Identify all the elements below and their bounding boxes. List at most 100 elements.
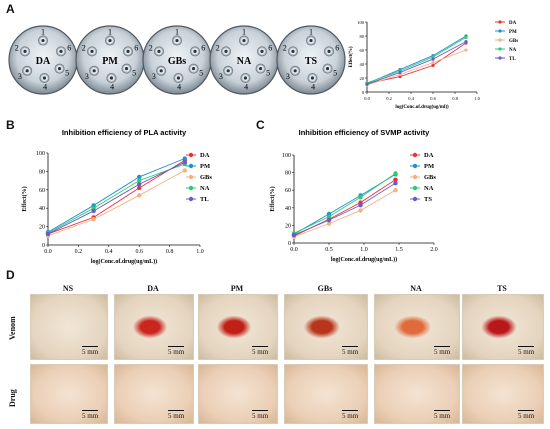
well-number: 5 [266,69,270,78]
tissue-grid: NS DA PM GBs NA TS Venom 5 mm 5 mm 5 mm 5 mm 5 mm 5 … [0,280,550,429]
well-number: 5 [132,69,136,78]
data-point [291,232,297,238]
plate-label: DA [36,56,51,67]
plate-label: PM [102,56,118,67]
series-line [293,173,396,234]
legend-marker [188,185,194,191]
chart-panel-a: 0 20 40 60 80 100 0.0 0.2 0.4 0.6 0.8 1.0 log(Conc.o… [349,20,518,110]
scale-bar: 5 mm [434,410,451,420]
legend-label: DA [509,21,517,26]
row-header: Drug [8,389,17,407]
x-tick-label: 0.0 [44,249,52,255]
well-number: 4 [43,82,47,91]
series-line [293,179,396,237]
well-number: 1 [309,28,313,37]
tissue-sample [462,294,544,360]
data-point [137,178,142,183]
well-number: 2 [15,43,19,52]
plate-label: TS [305,56,318,67]
tissue-sample [114,364,194,424]
x-tick-label: 0.4 [105,249,113,255]
well-hole [191,67,196,71]
series-line [47,159,186,235]
x-tick-label: 0.2 [75,249,83,255]
y-tick-label: 100 [36,151,45,157]
y-tick-label: 40 [39,206,45,212]
well-hole [291,49,295,53]
legend-marker [498,56,502,60]
tissue-sample [374,364,460,424]
legend-label: NA [424,185,434,192]
legend-label: PM [200,163,210,170]
data-point [393,177,398,182]
data-point [365,82,369,86]
data-point [393,188,398,193]
x-tick-label: 2.0 [430,247,438,253]
y-tick-label: 100 [282,153,291,159]
data-point [326,217,332,223]
y-tick-label: 0 [362,90,365,95]
well-number: 4 [244,82,248,91]
well-number: 5 [333,69,337,78]
legend-marker [412,174,418,180]
tissue-sample [462,364,544,424]
well-number: 6 [201,43,205,52]
legend-marker [498,47,502,51]
legend-marker [412,163,418,169]
x-tick-label: 0.0 [364,96,370,101]
plate-label: GBs [168,56,186,67]
well-number: 4 [110,82,114,91]
well-number: 2 [216,43,220,52]
panel-letter-c: C [256,118,265,132]
legend-label: PM [424,163,434,170]
tissue-sample [30,294,108,360]
column-header: GBs [317,284,333,293]
well-number: 3 [286,72,290,81]
data-point [137,182,142,187]
y-tick-label: 80 [360,34,365,39]
scale-bar: 5 mm [82,346,99,356]
well-hole [193,49,197,53]
well-hole [175,38,179,43]
y-axis-label: Effect(%) [21,186,28,211]
culture-plate: 1 2 3 4 5 6 DA [8,25,78,95]
well-hole [242,38,246,43]
series-line [47,170,186,237]
well-hole [157,49,161,53]
data-point [393,180,398,186]
legend-marker [412,196,418,202]
series-line [293,182,396,236]
x-tick-label: 0.8 [166,249,174,255]
well-hole [226,69,230,73]
legend-marker [498,29,502,33]
well-number: 2 [82,43,86,52]
y-tick-label: 60 [39,188,45,194]
y-tick-label: 60 [285,188,291,194]
well-hole [41,38,45,43]
culture-plate: 1 2 3 4 5 6 TS [276,25,346,95]
tissue-sample [284,294,368,360]
legend-marker [498,38,502,42]
data-point [91,208,96,214]
data-point [358,208,363,213]
x-tick-label: 1.0 [474,96,480,101]
legend-label: DA [200,152,210,159]
well-hole [59,49,63,53]
well-hole [126,49,130,53]
well-hole [310,76,315,80]
legend-marker [188,152,194,158]
series-line [366,37,467,84]
data-point [431,61,435,65]
well-hole [327,49,331,53]
chart-title: Inhibition efficiency of PLA activity [62,128,187,137]
scale-bar: 5 mm [82,410,99,420]
culture-plate: 1 2 3 4 5 6 NA [209,25,279,95]
well-number: 3 [219,72,223,81]
scale-bar: 5 mm [518,410,535,420]
series-line [47,158,185,233]
well-number: 4 [311,82,315,91]
well-hole [90,49,94,53]
x-axis-label: log(Conc.of.drug(ug/ml)) [395,105,449,110]
scale-bar: 5 mm [252,346,269,356]
legend-marker [188,163,194,169]
